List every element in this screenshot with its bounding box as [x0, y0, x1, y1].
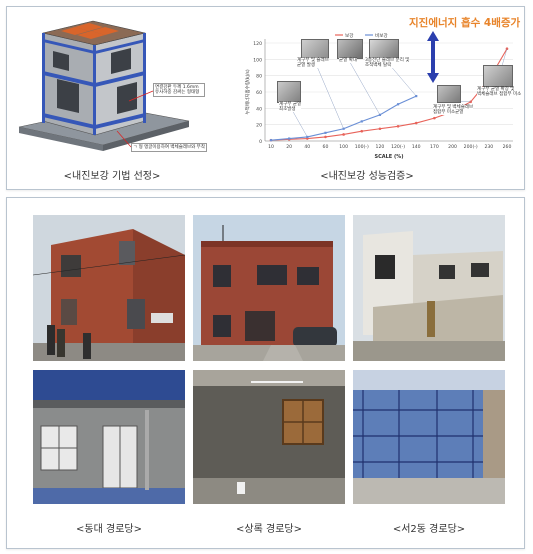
caption-sangnok: <상록 경로당>	[236, 524, 302, 535]
crack-photo-1	[301, 39, 329, 59]
crack-photo-5	[437, 85, 461, 103]
model-annotation-angle: ㄱ 형 앵글이용하여 벽체슬래브와 부착	[131, 143, 207, 152]
chart-annotation-2: 균열 확대	[339, 58, 357, 63]
y-tick-label: 0	[259, 139, 262, 145]
data-point	[396, 125, 400, 128]
data-point	[414, 121, 418, 125]
photo-seo2dong-after	[353, 370, 505, 504]
annotation-leader	[312, 56, 344, 129]
caption-seo2dong: <서2동 경로당>	[392, 524, 466, 535]
y-tick-label: 120	[253, 41, 262, 47]
data-point	[360, 129, 364, 133]
model-caption: <내진보강 기법 선정>	[63, 171, 161, 182]
x-tick-label: 100	[339, 144, 348, 150]
x-tick-label: 120(-)	[391, 144, 405, 150]
data-point	[469, 100, 472, 104]
data-point	[433, 116, 436, 120]
data-point	[324, 135, 327, 139]
data-point	[288, 137, 291, 140]
x-tick-label: 230	[484, 144, 493, 150]
x-tick-label: 200(-)	[464, 144, 478, 150]
data-point	[269, 139, 273, 142]
top-panel: 면결강판 두께 1.6mm 유사하중 감싸는 형태형 ㄱ 형 앵글이용하여 벽체…	[6, 6, 525, 190]
x-tick-label: 40	[304, 144, 310, 150]
chart-annotation-4: 3층전단 슬래브 분리 및 조적벽체 탈락	[365, 58, 410, 68]
x-tick-label: 120	[376, 144, 385, 150]
crack-photo-2	[337, 39, 363, 59]
bottom-panel: <동대 경로당> <상록 경로당> <서2동 경로당>	[6, 197, 525, 549]
x-tick-label: 140	[412, 144, 421, 150]
crack-photo-6	[483, 65, 513, 87]
legend-label: 비보강	[375, 32, 388, 39]
model-annotation-plate: 면결강판 두께 1.6mm 유사하중 감싸는 형태형	[153, 83, 205, 97]
chart-annotation-6: 계구부 균열 확장 및 벽체슬래브 접합부 미소	[477, 87, 522, 97]
chart-annotation-5: 계구부 및 벽체슬래브 접합부 미소균열	[433, 105, 474, 115]
double-arrow-icon	[427, 31, 439, 83]
series-line-reinforced	[270, 48, 508, 141]
model-illustration: 면결강판 두께 1.6mm 유사하중 감싸는 형태형 ㄱ 형 앵글이용하여 벽체…	[13, 9, 207, 157]
photo-sangnok-after	[193, 370, 345, 504]
crack-photo-4	[277, 81, 301, 103]
photo-seo2dong-before	[353, 215, 505, 361]
chart-headline: 지진에너지 흡수 4배증가	[409, 17, 521, 29]
x-tick-label: 170	[430, 144, 439, 150]
data-point	[360, 120, 363, 123]
x-tick-label: 100(-)	[355, 144, 369, 150]
data-point	[396, 103, 400, 106]
y-tick-label: 100	[253, 57, 262, 63]
x-tick-label: 60	[323, 144, 329, 150]
chart-annotation-3: 계구부 균열 최초발생	[279, 102, 302, 112]
x-tick-label: 200	[448, 144, 457, 150]
y-tick-label: 40	[256, 106, 262, 112]
chart-caption: <내진보강 성능검증>	[320, 171, 414, 182]
photo-dongdae-before	[33, 215, 185, 361]
caption-dongdae: <동대 경로당>	[76, 524, 142, 535]
x-tick-label: 260	[503, 144, 512, 150]
legend-label: 보강	[345, 32, 354, 39]
y-axis-label: 누적에너지흡수량(kJ/s)	[244, 69, 251, 115]
data-point	[324, 131, 327, 134]
energy-chart: 0 20 40 60 80 100 120 10 20 40 60 100 100(-) 120 120(-…	[237, 9, 523, 161]
photo-sangnok-before	[193, 215, 345, 361]
y-tick-label: 80	[256, 74, 262, 80]
chart-annotation-1: 계구부 및 슬래브 균열 발생	[297, 58, 329, 68]
x-tick-label: 10	[268, 144, 274, 150]
y-tick-label: 20	[256, 123, 262, 129]
crack-photo-3	[369, 39, 399, 59]
annotation-leader	[346, 56, 381, 115]
y-tick-label: 60	[256, 90, 262, 96]
x-axis-label: SCALE (%)	[374, 154, 403, 160]
data-point	[378, 127, 382, 131]
x-tick-label: 20	[286, 144, 292, 150]
photo-dongdae-after	[33, 370, 185, 504]
data-point	[342, 133, 345, 136]
